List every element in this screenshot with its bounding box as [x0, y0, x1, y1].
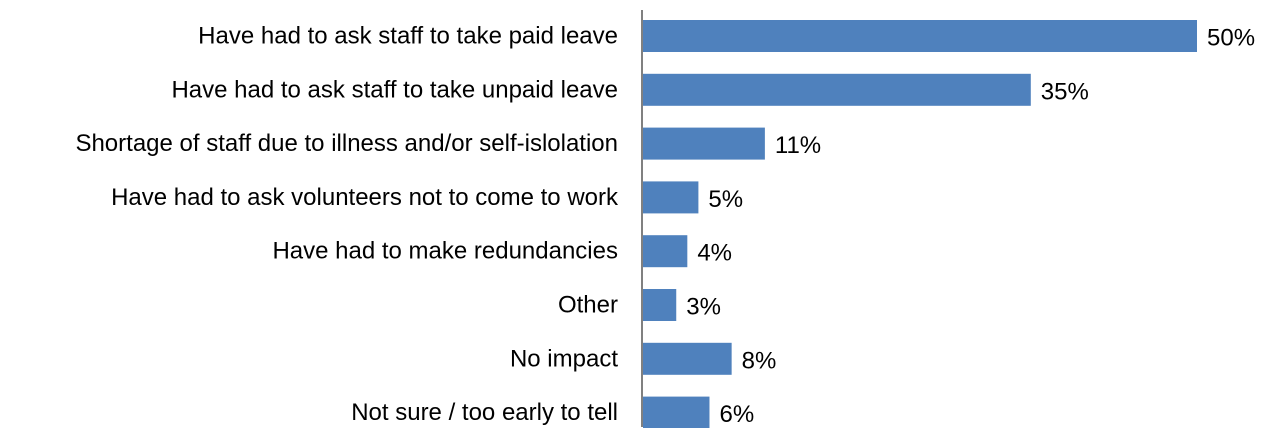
value-labels-group: 50% 35% 11% 5% 4% 3% 8% 6% [686, 25, 1255, 428]
category-label-4: Have had to make redundancies [272, 238, 618, 265]
category-label-3: Have had to ask volunteers not to come t… [111, 184, 619, 211]
category-label-0: Have had to ask staff to take paid leave [198, 23, 618, 50]
value-label-2: 11% [775, 132, 821, 159]
category-label-1: Have had to ask staff to take unpaid lea… [171, 76, 618, 103]
category-labels-group: Have had to ask staff to take paid leave… [75, 23, 619, 427]
bar-5 [643, 289, 677, 321]
bar-7 [643, 396, 710, 428]
bar-4 [643, 235, 688, 268]
value-label-4: 4% [697, 240, 732, 267]
bar-0 [643, 20, 1197, 52]
bars-group [643, 20, 1197, 428]
category-label-6: No impact [510, 345, 618, 372]
category-label-5: Other [558, 292, 618, 319]
bar-3 [643, 181, 699, 214]
bar-1 [643, 73, 1031, 106]
category-label-7: Not sure / too early to tell [351, 399, 618, 426]
bar-6 [643, 342, 732, 375]
value-label-5: 3% [686, 294, 721, 321]
bar-2 [643, 127, 765, 160]
value-label-1: 35% [1041, 78, 1089, 105]
value-label-0: 50% [1207, 25, 1255, 52]
category-label-2: Shortage of staff due to illness and/or … [75, 130, 618, 157]
value-label-6: 8% [742, 347, 777, 374]
value-label-3: 5% [708, 186, 743, 213]
value-label-7: 6% [719, 401, 754, 428]
